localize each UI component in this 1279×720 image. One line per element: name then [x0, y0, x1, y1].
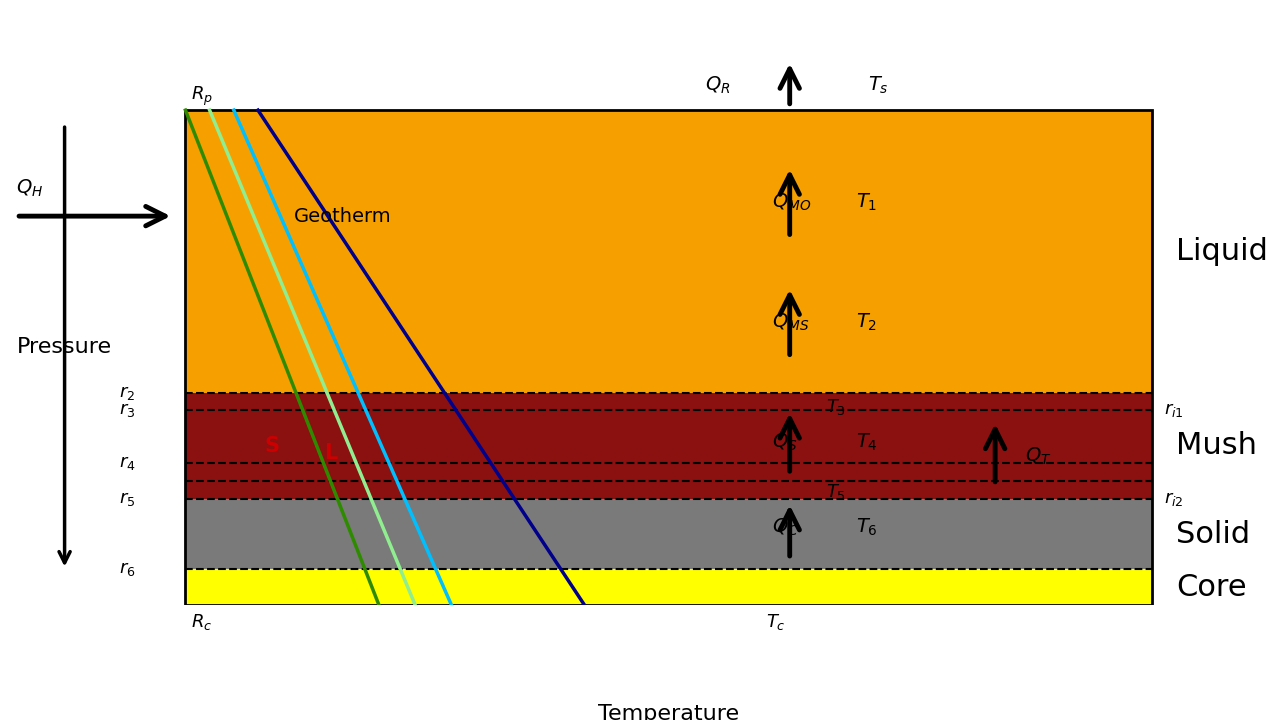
Text: $Q_{MO}$: $Q_{MO}$: [771, 192, 811, 212]
Text: $r_{3}$: $r_{3}$: [119, 402, 136, 420]
Text: $T_{6}$: $T_{6}$: [856, 516, 877, 538]
Text: L: L: [325, 443, 338, 463]
Text: $T_{4}$: $T_{4}$: [856, 431, 877, 453]
Text: $T_{2}$: $T_{2}$: [856, 312, 877, 333]
Text: Liquid: Liquid: [1177, 237, 1269, 266]
Text: $Q_{S}$: $Q_{S}$: [771, 431, 797, 453]
Text: Core: Core: [1177, 572, 1247, 602]
Bar: [185, 110, 1152, 393]
Text: $Q_{R}$: $Q_{R}$: [705, 75, 730, 96]
Bar: [185, 570, 1152, 605]
Bar: [185, 110, 1152, 605]
Text: Pressure: Pressure: [17, 337, 113, 357]
Text: $R_{p}$: $R_{p}$: [192, 84, 214, 107]
Text: $T_{5}$: $T_{5}$: [826, 482, 845, 502]
Bar: [185, 393, 1152, 499]
Text: S: S: [263, 436, 279, 456]
Text: Solid: Solid: [1177, 520, 1251, 549]
Text: $r_{2}$: $r_{2}$: [119, 384, 136, 402]
Bar: [185, 499, 1152, 570]
Text: $T_{3}$: $T_{3}$: [826, 397, 845, 417]
Text: $Q_{C}$: $Q_{C}$: [771, 516, 798, 538]
Text: $T_{1}$: $T_{1}$: [856, 192, 877, 212]
Text: $R_{c}$: $R_{c}$: [192, 613, 212, 632]
Text: $Q_{H}$: $Q_{H}$: [17, 177, 43, 199]
Text: $r_{4}$: $r_{4}$: [119, 454, 136, 472]
Text: Mush: Mush: [1177, 431, 1257, 460]
Text: $r_{i2}$: $r_{i2}$: [1164, 490, 1184, 508]
Text: Temperature: Temperature: [599, 704, 739, 720]
Text: $r_{6}$: $r_{6}$: [119, 560, 136, 578]
Text: $Q_{T}$: $Q_{T}$: [1026, 446, 1051, 467]
Text: Geotherm: Geotherm: [294, 207, 391, 225]
Text: $r_{i1}$: $r_{i1}$: [1164, 402, 1184, 420]
Text: $T_{c}$: $T_{c}$: [766, 613, 785, 632]
Text: $Q_{MS}$: $Q_{MS}$: [771, 312, 808, 333]
Text: $T_{s}$: $T_{s}$: [868, 75, 889, 96]
Text: $r_{5}$: $r_{5}$: [119, 490, 136, 508]
